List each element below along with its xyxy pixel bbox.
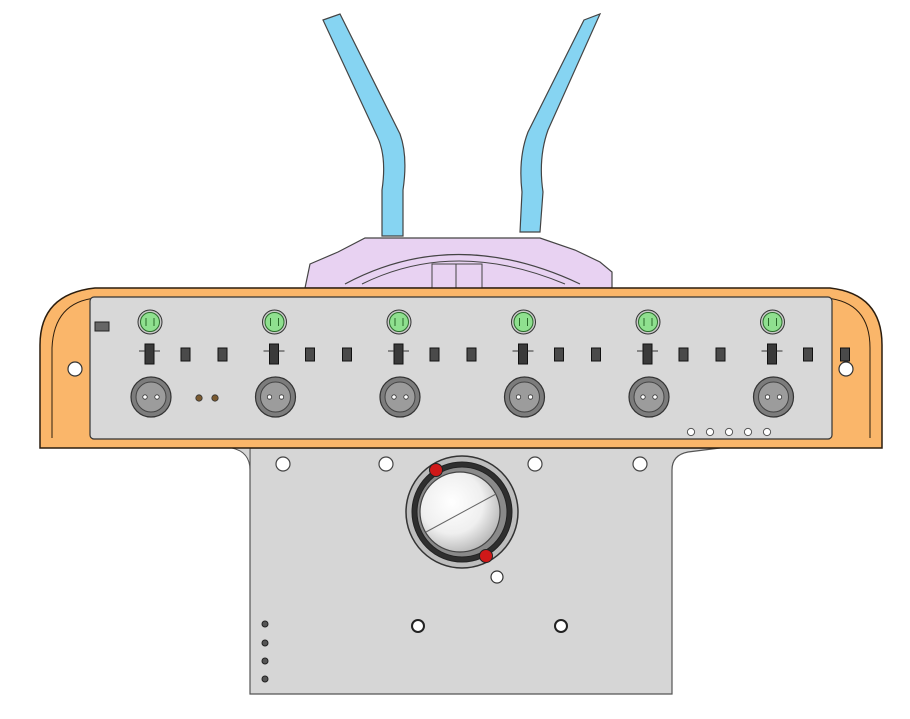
smd-part — [803, 347, 813, 362]
transistor — [269, 343, 279, 365]
clip-mount-arch-inner — [361, 260, 566, 285]
button-pin — [403, 394, 409, 400]
push-button-icon — [135, 381, 167, 413]
led-icon — [762, 312, 783, 332]
led-icon — [389, 312, 409, 332]
push-button-icon — [509, 381, 540, 413]
button-pin — [142, 394, 148, 400]
trackball-assembly — [405, 455, 519, 569]
component-group — [503, 309, 601, 418]
button-pin — [266, 394, 273, 400]
button-pin — [640, 394, 646, 400]
transistor — [144, 343, 155, 365]
small-hole — [724, 427, 734, 437]
transistor — [767, 343, 777, 365]
push-button-icon — [633, 381, 665, 413]
button-pin — [391, 394, 397, 400]
clip-arm-right — [519, 12, 602, 233]
side-hole — [261, 620, 269, 628]
small-hole — [686, 427, 696, 437]
push-button-icon — [260, 381, 291, 413]
small-hole — [705, 427, 715, 437]
trackball-seam — [425, 493, 497, 533]
component-group — [628, 309, 726, 418]
mount-hole — [632, 456, 648, 472]
component-group — [752, 309, 850, 418]
smd-part — [678, 347, 689, 362]
connector-chip — [94, 321, 110, 332]
base-hole — [554, 619, 568, 633]
push-button-icon — [384, 381, 416, 413]
bracket-hole-left — [67, 361, 83, 377]
base-plate-left-corner — [231, 447, 251, 471]
transistor — [642, 343, 653, 365]
smd-part — [715, 347, 726, 362]
base-plate — [249, 447, 721, 695]
mount-hole — [527, 456, 543, 472]
smd-part — [342, 347, 352, 362]
led-icon — [513, 312, 534, 332]
pad — [211, 394, 219, 402]
button-pin — [278, 394, 285, 400]
clip-arm-left — [322, 13, 406, 237]
smd-part — [466, 347, 477, 362]
smd-part — [591, 347, 601, 362]
led-icon — [264, 312, 285, 332]
base-hole-under-trackball — [490, 570, 504, 584]
clip-mount-arch — [344, 253, 581, 285]
smd-part — [840, 347, 850, 362]
faceplate — [89, 296, 833, 440]
transistor — [393, 343, 404, 365]
button-pin — [154, 394, 160, 400]
button-pin — [652, 394, 658, 400]
base-hole — [411, 619, 425, 633]
side-hole — [261, 657, 269, 665]
button-pin — [776, 394, 783, 400]
side-hole — [261, 639, 269, 647]
component-group — [254, 309, 352, 418]
led-icon — [638, 312, 658, 332]
side-hole — [261, 675, 269, 683]
small-hole — [762, 427, 772, 437]
button-pin — [527, 394, 534, 400]
clip-mount-center-block — [431, 263, 483, 289]
smd-part — [217, 347, 228, 362]
component-group — [379, 309, 477, 418]
trackball-icon — [419, 471, 501, 553]
mount-hole — [275, 456, 291, 472]
transistor — [518, 343, 528, 365]
button-pin — [515, 394, 522, 400]
trackball-bearing-bottom — [479, 549, 493, 563]
led-icon — [140, 312, 160, 332]
pad — [195, 394, 203, 402]
push-button-icon — [758, 381, 789, 413]
smd-part — [180, 347, 191, 362]
button-pin — [764, 394, 771, 400]
bracket-hole-right — [838, 361, 854, 377]
mount-hole — [378, 456, 394, 472]
smd-part — [429, 347, 440, 362]
smd-part — [554, 347, 564, 362]
small-hole — [743, 427, 753, 437]
component-group — [130, 309, 228, 418]
trackball-bearing-top — [429, 463, 443, 477]
smd-part — [305, 347, 315, 362]
